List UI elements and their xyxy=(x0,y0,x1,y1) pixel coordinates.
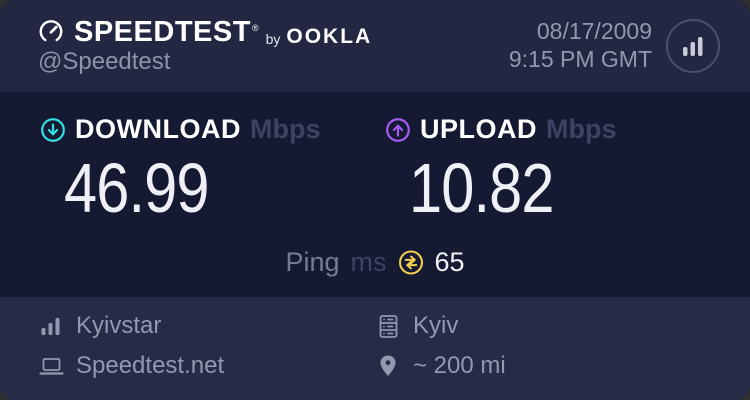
download-value: 46.99 xyxy=(64,149,209,227)
app-name: Speedtest.net xyxy=(76,352,225,379)
test-time: 9:15 PM GMT xyxy=(508,46,652,72)
download-column: DOWNLOAD Mbps 46.99 xyxy=(30,114,375,223)
download-label-row: DOWNLOAD Mbps xyxy=(30,114,375,145)
test-date: 08/17/2009 xyxy=(536,18,652,45)
result-bars-badge xyxy=(666,19,720,73)
speedtest-gauge-icon xyxy=(38,16,64,47)
brand-row: SPEEDTEST ® by OOKLA xyxy=(38,16,372,47)
download-arrow-icon xyxy=(40,116,66,144)
signal-bars-icon xyxy=(683,37,703,56)
header: SPEEDTEST ® by OOKLA @Speedtest 08/17/20… xyxy=(0,0,750,92)
ping-label: Ping xyxy=(285,247,340,277)
results-panel: DOWNLOAD Mbps 46.99 UPLOAD Mbps 10 xyxy=(0,92,750,297)
server-city: Kyiv xyxy=(413,312,459,339)
brand-company-name: OOKLA xyxy=(286,25,373,49)
server-city-item: Kyiv xyxy=(375,310,750,342)
upload-label-row: UPLOAD Mbps xyxy=(375,114,720,145)
download-label: DOWNLOAD xyxy=(75,114,241,144)
server-icon xyxy=(375,314,401,339)
cellular-bars-icon xyxy=(38,315,64,337)
upload-value: 10.82 xyxy=(409,149,554,227)
test-datetime: 08/17/2009 9:15 PM GMT xyxy=(509,18,652,73)
distance-value: ~ 200 mi xyxy=(413,352,506,379)
account-handle: @Speedtest xyxy=(38,48,171,76)
brand-name: SPEEDTEST xyxy=(74,16,251,49)
brand-registered-mark: ® xyxy=(251,23,259,34)
laptop-icon xyxy=(38,357,64,376)
ping-value: 65 xyxy=(434,247,465,277)
upload-column: UPLOAD Mbps 10.82 xyxy=(375,114,720,223)
upload-arrow-icon xyxy=(385,116,411,144)
upload-label: UPLOAD xyxy=(420,114,537,144)
brand-by-label: by xyxy=(265,31,281,48)
isp-item: Kyivstar xyxy=(38,310,375,342)
connection-info-panel: Kyivstar Kyiv Speedtest.net xyxy=(0,297,750,400)
speed-columns: DOWNLOAD Mbps 46.99 UPLOAD Mbps 10 xyxy=(0,114,750,223)
header-right: 08/17/2009 9:15 PM GMT xyxy=(509,18,720,73)
upload-unit: Mbps xyxy=(546,114,617,144)
ping-unit: ms xyxy=(350,247,387,277)
download-unit: Mbps xyxy=(249,114,321,144)
brand-block: SPEEDTEST ® by OOKLA @Speedtest xyxy=(38,16,372,75)
isp-name: Kyivstar xyxy=(76,312,162,339)
ping-row: Ping ms 65 xyxy=(0,247,750,278)
ping-latency-icon xyxy=(398,249,424,276)
app-item: Speedtest.net xyxy=(38,350,375,382)
location-pin-icon xyxy=(375,354,401,378)
distance-item: ~ 200 mi xyxy=(375,350,750,382)
